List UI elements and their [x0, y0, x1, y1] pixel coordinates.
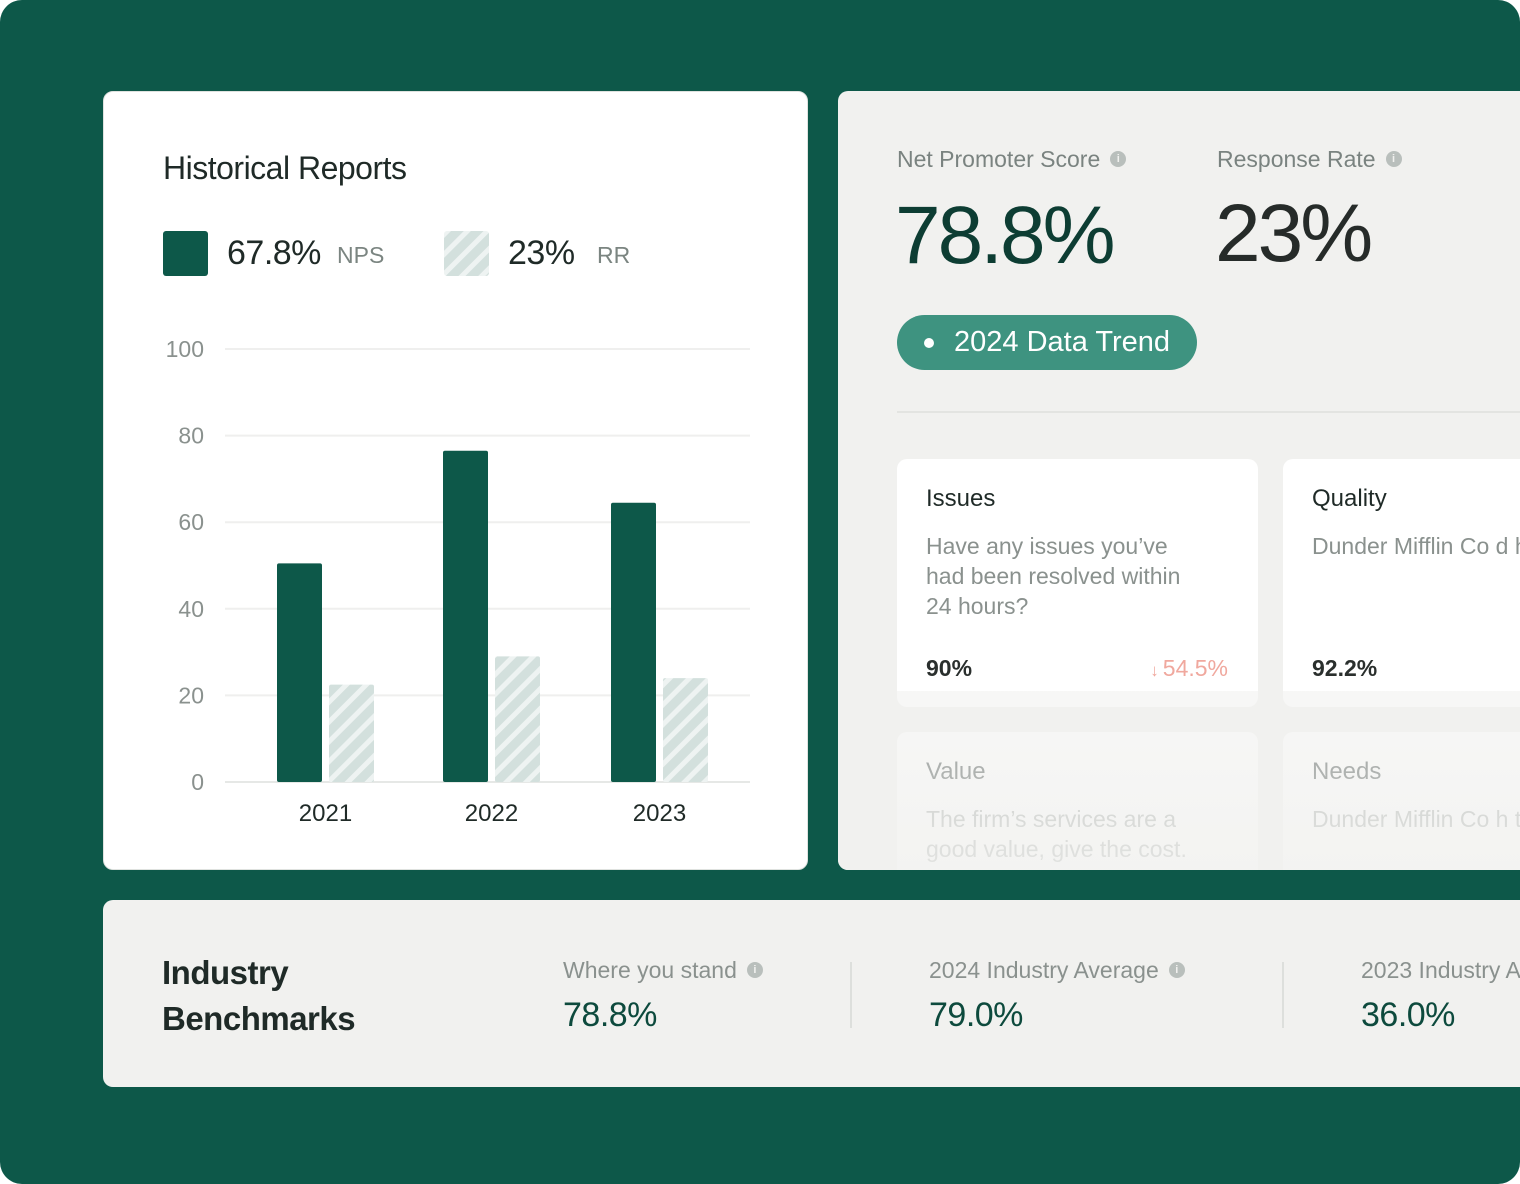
- nps-metric-label-text: Net Promoter Score: [897, 146, 1101, 172]
- x-tick-label: 2022: [465, 800, 518, 827]
- benchmark-value: 78.8%: [563, 996, 657, 1034]
- x-tick-label: 2021: [299, 800, 352, 827]
- benchmark-value: 79.0%: [929, 996, 1023, 1034]
- rr-bar: [495, 656, 540, 782]
- nps-legend-label: NPS: [337, 242, 385, 268]
- question-text: Have any issues you’ve had been resolved…: [926, 533, 1181, 619]
- y-tick-label: 40: [178, 596, 204, 622]
- question-delta-value: 54.5%: [1162, 655, 1228, 681]
- nps-metric-value: 78.8%: [895, 190, 1116, 281]
- historical-reports-title: Historical Reports: [163, 150, 407, 186]
- info-icon[interactable]: i: [1168, 962, 1185, 979]
- benchmarks-title: Industry Benchmarks: [162, 950, 356, 1042]
- rr-metric-label-text: Response Rate: [1217, 146, 1376, 172]
- rr-legend-swatch: [444, 231, 489, 276]
- x-tick-label: 2023: [633, 800, 686, 827]
- question-title: Issues: [926, 485, 996, 512]
- benchmark-value: 36.0%: [1361, 996, 1455, 1034]
- info-icon[interactable]: i: [1110, 151, 1127, 168]
- question-card-issues[interactable]: Issues Have any issues you’ve had been r…: [897, 459, 1258, 707]
- bullet-dot-icon: [924, 338, 934, 348]
- historical-bar-chart: 0 20 40 60 80 100 2021 2022 2023: [166, 336, 750, 827]
- nps-bar: [443, 450, 488, 782]
- question-score: 92.2%: [1312, 655, 1378, 681]
- rr-legend-value: 23%: [508, 234, 575, 272]
- y-tick-label: 60: [178, 509, 204, 535]
- info-icon[interactable]: i: [1385, 151, 1402, 168]
- arrow-down-icon: ↓: [1150, 661, 1159, 680]
- rr-bar: [663, 678, 708, 782]
- nps-legend-value: 67.8%: [227, 234, 321, 272]
- nps-bar: [611, 502, 656, 782]
- y-tick-label: 100: [166, 336, 204, 362]
- rr-legend-label: RR: [597, 242, 631, 268]
- rr-metric-value: 23%: [1215, 188, 1373, 279]
- benchmark-label: 2023 Industry A: [1361, 957, 1520, 984]
- benchmark-divider: [1282, 962, 1284, 1028]
- industry-benchmarks-panel: Industry Benchmarks Where you stand i 78.…: [103, 900, 1520, 1087]
- benchmark-label-text: Where you stand: [563, 957, 737, 983]
- rr-metric-label: Response Rate i: [1217, 146, 1402, 173]
- historical-reports-card: Historical Reports 67.8% NPS 23% RR 0 20 4…: [103, 91, 808, 870]
- metrics-panel: Net Promoter Score i 78.8% Response Rate i…: [838, 91, 1520, 870]
- data-trend-button-label: 2024 Data Trend: [954, 326, 1171, 358]
- benchmarks-title-line1: Industry: [162, 954, 289, 991]
- info-icon[interactable]: i: [746, 962, 763, 979]
- benchmark-label: 2024 Industry Average i: [929, 957, 1185, 984]
- question-card-value[interactable]: Value The firm’s services are a good val…: [897, 732, 1258, 870]
- question-text: The firm’s services are a good value, gi…: [926, 806, 1187, 862]
- benchmark-label-text: 2024 Industry Average: [929, 957, 1159, 983]
- question-card-needs[interactable]: Needs Dunder Mifflin Co h thorough under…: [1283, 732, 1520, 870]
- question-card-quality[interactable]: Quality Dunder Mifflin Co d high quality…: [1283, 459, 1520, 707]
- question-score: 90%: [926, 655, 973, 681]
- y-tick-label: 0: [191, 769, 204, 795]
- question-title: Value: [926, 758, 986, 785]
- question-title: Quality: [1312, 485, 1387, 512]
- nps-bar: [277, 563, 322, 782]
- benchmark-divider: [850, 962, 852, 1028]
- benchmarks-title-line2: Benchmarks: [162, 1000, 356, 1037]
- nps-legend-swatch: [163, 231, 208, 276]
- question-title: Needs: [1312, 758, 1382, 785]
- y-tick-label: 20: [178, 682, 204, 708]
- nps-metric-label: Net Promoter Score i: [897, 146, 1127, 173]
- question-text: Dunder Mifflin Co d high quality, error-…: [1312, 533, 1520, 559]
- benchmark-label-text: 2023 Industry A: [1361, 957, 1520, 983]
- question-text: Dunder Mifflin Co h thorough understa: [1312, 806, 1520, 832]
- question-delta: ↓ 54.5%: [1150, 655, 1228, 682]
- rr-bar: [329, 684, 374, 782]
- y-tick-label: 80: [178, 423, 204, 449]
- section-divider: [897, 411, 1520, 413]
- benchmark-label: Where you stand i: [563, 957, 763, 984]
- data-trend-button[interactable]: 2024 Data Trend: [897, 315, 1197, 370]
